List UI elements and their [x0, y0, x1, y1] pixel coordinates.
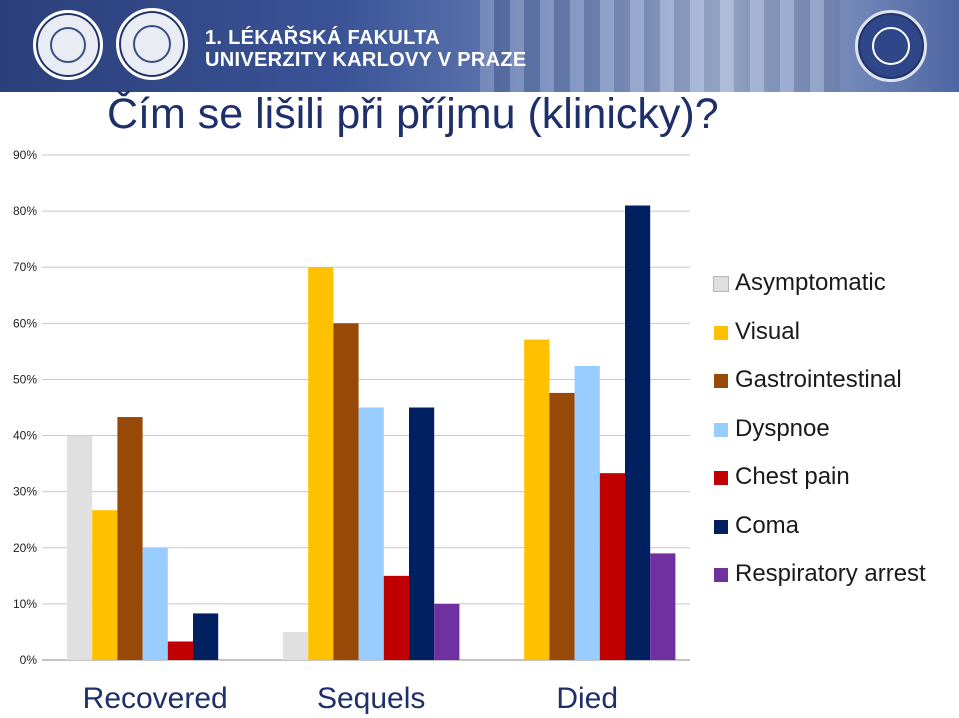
university-seal-icon — [33, 10, 103, 80]
slide-title: Čím se lišili při příjmu (klinicky)? — [107, 90, 719, 138]
y-tick-label: 90% — [13, 148, 37, 162]
y-tick-label: 30% — [13, 485, 37, 499]
laboratory-photo — [480, 0, 840, 92]
y-tick-label: 80% — [13, 204, 37, 218]
bar — [524, 339, 550, 660]
header-banner: 1. LÉKAŘSKÁ FAKULTA UNIVERZITY KARLOVY V… — [0, 0, 959, 92]
bar — [167, 641, 193, 660]
y-axis-ticks: 0% 10% 20% 30% 40% 50% 60% 70% 80% 90% — [13, 148, 37, 667]
category-label: Died — [556, 682, 619, 715]
legend-swatch — [714, 568, 728, 582]
category-label: Recovered — [82, 682, 228, 715]
y-tick-label: 20% — [13, 541, 37, 555]
chart-bars — [67, 205, 676, 660]
bar — [650, 553, 676, 660]
faculty-name-line1: 1. LÉKAŘSKÁ FAKULTA — [205, 27, 440, 49]
y-tick-label: 0% — [20, 653, 38, 667]
category-label: Sequels — [316, 682, 426, 715]
bar — [283, 631, 309, 660]
bar — [92, 510, 118, 660]
bar — [193, 613, 219, 660]
y-tick-label: 40% — [13, 429, 37, 443]
faculty-name: 1. LÉKAŘSKÁ FAKULTA UNIVERZITY KARLOVY V… — [205, 27, 527, 71]
legend-label: Gastrointestinal — [735, 366, 902, 393]
faculty-name-line2: UNIVERZITY KARLOVY V PRAZE — [205, 49, 527, 71]
legend-swatch — [713, 276, 729, 292]
bar — [308, 267, 334, 660]
bar — [549, 392, 575, 660]
bar — [117, 417, 143, 660]
hospital-seal-icon — [855, 10, 927, 82]
bar — [358, 407, 384, 660]
y-tick-label: 10% — [13, 597, 37, 611]
y-tick-label: 70% — [13, 260, 37, 274]
bar — [625, 205, 651, 660]
faculty-seal-icon — [116, 8, 188, 80]
y-tick-label: 50% — [13, 372, 37, 386]
bar — [383, 575, 409, 660]
legend-label: Asymptomatic — [735, 269, 886, 296]
legend-label: Dyspnoe — [735, 414, 830, 442]
legend-label: Visual — [735, 317, 800, 345]
bar — [409, 407, 435, 660]
bar — [434, 603, 460, 660]
legend-swatch — [714, 471, 728, 485]
legend-label: Respiratory arrest — [735, 560, 926, 587]
legend-swatch — [714, 519, 728, 534]
bar — [574, 365, 600, 660]
legend-label: Coma — [735, 511, 800, 539]
bar — [67, 435, 93, 660]
legend-swatch — [714, 422, 728, 437]
y-tick-label: 60% — [13, 316, 37, 330]
bar — [599, 473, 625, 660]
legend-swatch — [714, 325, 728, 340]
legend-swatch — [714, 374, 728, 388]
legend-label: Chest pain — [735, 463, 850, 490]
bar — [333, 323, 359, 660]
bar — [142, 547, 168, 660]
